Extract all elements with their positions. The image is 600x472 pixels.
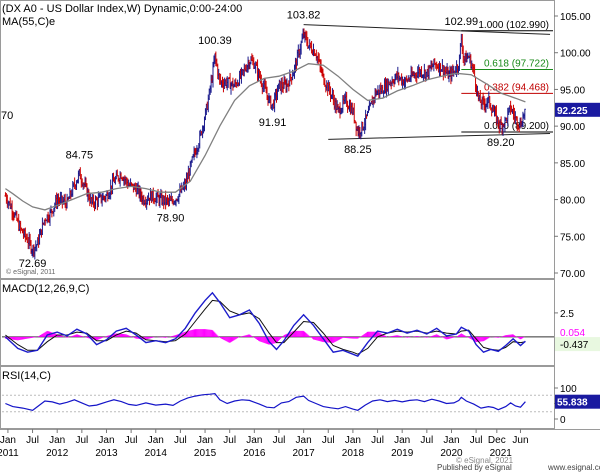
time-tick-label: Jul bbox=[125, 435, 138, 446]
price-tick-label: 80.00 bbox=[560, 196, 585, 207]
time-tick-label: Jan bbox=[246, 435, 262, 446]
price-tick-label: 100.00 bbox=[560, 49, 591, 60]
rsi-last-label: 55.838 bbox=[557, 398, 588, 409]
macd-label: MACD(12,26,9,C) bbox=[2, 283, 89, 295]
rsi-tick-label: 0 bbox=[560, 415, 566, 426]
last-price-tag bbox=[555, 102, 600, 117]
time-tick-label: Jan bbox=[394, 435, 410, 446]
trendline bbox=[328, 132, 551, 140]
footer-watermark: © eSignal, 2021 bbox=[456, 456, 514, 465]
time-tick-label: Dec bbox=[488, 435, 506, 446]
price-axis: 105.00 100.00 95.00 90.00 85.00 80.00 75.00 70.… bbox=[554, 12, 591, 280]
time-tick-label: Jan bbox=[148, 435, 164, 446]
rsi-series: 55.838 bbox=[5, 392, 600, 411]
time-tick-label: Jul bbox=[26, 435, 39, 446]
price-watermark: © eSignal, 2011 bbox=[6, 268, 56, 276]
price-tick-label: 85.00 bbox=[560, 159, 585, 170]
macd-signal-line bbox=[5, 299, 526, 355]
year-label: 2013 bbox=[95, 448, 118, 459]
swing-label: 72.69 bbox=[19, 258, 47, 270]
fib-level-label: 0.382 (94.468) bbox=[484, 82, 549, 93]
time-tick-label: Jan bbox=[345, 435, 361, 446]
time-tick-label: Jul bbox=[470, 435, 483, 446]
rsi-pane-frame bbox=[0, 366, 555, 429]
swing-label: 89.20 bbox=[487, 137, 515, 149]
time-tick-label: Jul bbox=[322, 435, 335, 446]
rsi-tick-label: 100 bbox=[560, 384, 577, 395]
swing-label: 78.90 bbox=[157, 213, 185, 225]
macd-series: 0.054-0.437 bbox=[2, 291, 600, 357]
swing-label: 91.91 bbox=[259, 117, 287, 129]
year-label: 2020 bbox=[440, 448, 463, 459]
swing-label: 103.82 bbox=[287, 10, 321, 22]
price-tick-label: 75.00 bbox=[560, 232, 585, 243]
time-tick-label: Jul bbox=[174, 435, 187, 446]
fibonacci-levels: 1.000 (102.990) 0.618 (97.722) 0.382 (94.4… bbox=[461, 20, 553, 133]
price-tick-label: 105.00 bbox=[560, 12, 591, 23]
swing-labels: 72.69 84.75 78.90 100.39 91.91 103.82 88.25 102… bbox=[19, 10, 515, 271]
year-label: 2014 bbox=[145, 448, 168, 459]
year-label: 2015 bbox=[194, 448, 217, 459]
year-label: 2011 bbox=[0, 448, 19, 459]
fib-level-label: 0.000 (89.200) bbox=[484, 121, 549, 132]
year-label: 2018 bbox=[342, 448, 365, 459]
time-tick-label: Jul bbox=[75, 435, 88, 446]
year-label: 2019 bbox=[391, 448, 414, 459]
macd-last-label: -0.437 bbox=[560, 340, 589, 351]
rsi-label: RSI(14,C) bbox=[2, 370, 51, 382]
macd-tick-label: 2.5 bbox=[560, 309, 574, 320]
moving-average-line bbox=[5, 63, 526, 211]
swing-label: 100.39 bbox=[198, 35, 232, 47]
last-price-label: 92.225 bbox=[557, 106, 588, 117]
swing-label: 84.75 bbox=[66, 150, 94, 162]
footer-site: www.esignal.com bbox=[547, 463, 600, 472]
time-tick-label: Jan bbox=[443, 435, 459, 446]
price-tick-label: 90.00 bbox=[560, 122, 585, 133]
rsi-last-tag bbox=[555, 394, 600, 409]
time-tick-label: Jan bbox=[0, 435, 16, 446]
price-tick-label: 95.00 bbox=[560, 85, 585, 96]
year-label: 2017 bbox=[292, 448, 315, 459]
fib-level-label: 0.618 (97.722) bbox=[484, 58, 549, 69]
price-pane-frame bbox=[0, 0, 555, 279]
rsi-line bbox=[5, 392, 526, 411]
time-tick-label: Jun bbox=[512, 435, 528, 446]
left-edge-label: 70 bbox=[1, 110, 13, 122]
time-tick-label: Jan bbox=[49, 435, 65, 446]
fib-level-label: 1.000 (102.990) bbox=[478, 20, 549, 31]
price-series: 92.225 bbox=[4, 28, 600, 260]
year-label: 2016 bbox=[243, 448, 266, 459]
time-tick-label: Jan bbox=[197, 435, 213, 446]
footer-publisher: Published by eSignal bbox=[437, 463, 512, 472]
time-tick-label: Jul bbox=[223, 435, 236, 446]
ma-label: MA(55,C)e bbox=[2, 16, 55, 28]
swing-label: 102.99 bbox=[445, 16, 479, 28]
year-label: 2021 bbox=[490, 448, 513, 459]
trendlines bbox=[303, 24, 551, 140]
swing-label: 88.25 bbox=[344, 144, 372, 156]
chart-title: (DX A0 - US Dollar Index,W) Dynamic,0:00… bbox=[2, 3, 242, 15]
time-tick-label: Jul bbox=[371, 435, 384, 446]
trendline bbox=[303, 24, 551, 35]
time-tick-label: Jul bbox=[273, 435, 286, 446]
time-tick-label: Jan bbox=[296, 435, 312, 446]
macd-line bbox=[4, 291, 526, 357]
macd-pane-frame bbox=[0, 279, 555, 366]
time-axis: Jan Jul Jan Jul Jan Jul Jan Jul Jan Jul Jan Jul Jan J… bbox=[0, 429, 529, 459]
macd-last-tag bbox=[555, 337, 600, 352]
year-label: 2012 bbox=[46, 448, 69, 459]
macd-zero-label: 0.054 bbox=[560, 328, 585, 339]
time-tick-label: Jul bbox=[420, 435, 433, 446]
price-tick-label: 70.00 bbox=[560, 269, 585, 280]
time-tick-label: Jan bbox=[98, 435, 114, 446]
macd-axis: 2.5 bbox=[554, 309, 574, 320]
